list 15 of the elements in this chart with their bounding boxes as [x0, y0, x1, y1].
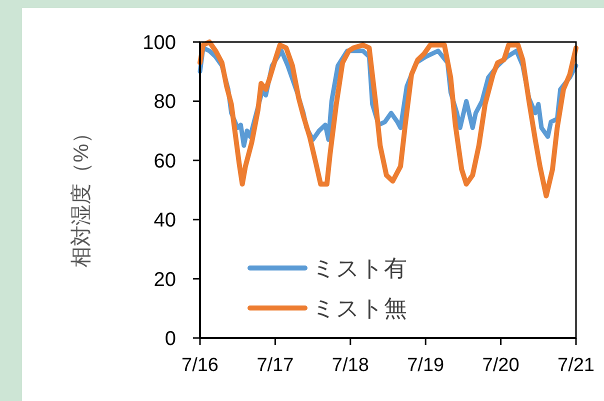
x-tick-label: 7/18: [332, 355, 369, 376]
legend-label: ミスト無: [312, 295, 407, 322]
legend-label: ミスト有: [312, 255, 407, 282]
x-tick-label: 7/20: [482, 355, 520, 376]
y-tick-label: 80: [154, 91, 176, 114]
x-tick-label: 7/17: [256, 355, 294, 376]
y-tick-label: 40: [154, 210, 176, 232]
x-tick-label: 7/16: [182, 355, 218, 376]
y-axis-title: 相対湿度（%）: [70, 122, 93, 268]
y-tick-label: 20: [154, 268, 176, 291]
x-tick-label: 7/21: [558, 355, 594, 376]
y-tick-label: 0: [164, 328, 176, 350]
y-tick-label: 100: [142, 32, 176, 54]
y-tick-label: 60: [154, 150, 176, 172]
x-tick-label: 7/19: [407, 355, 444, 376]
